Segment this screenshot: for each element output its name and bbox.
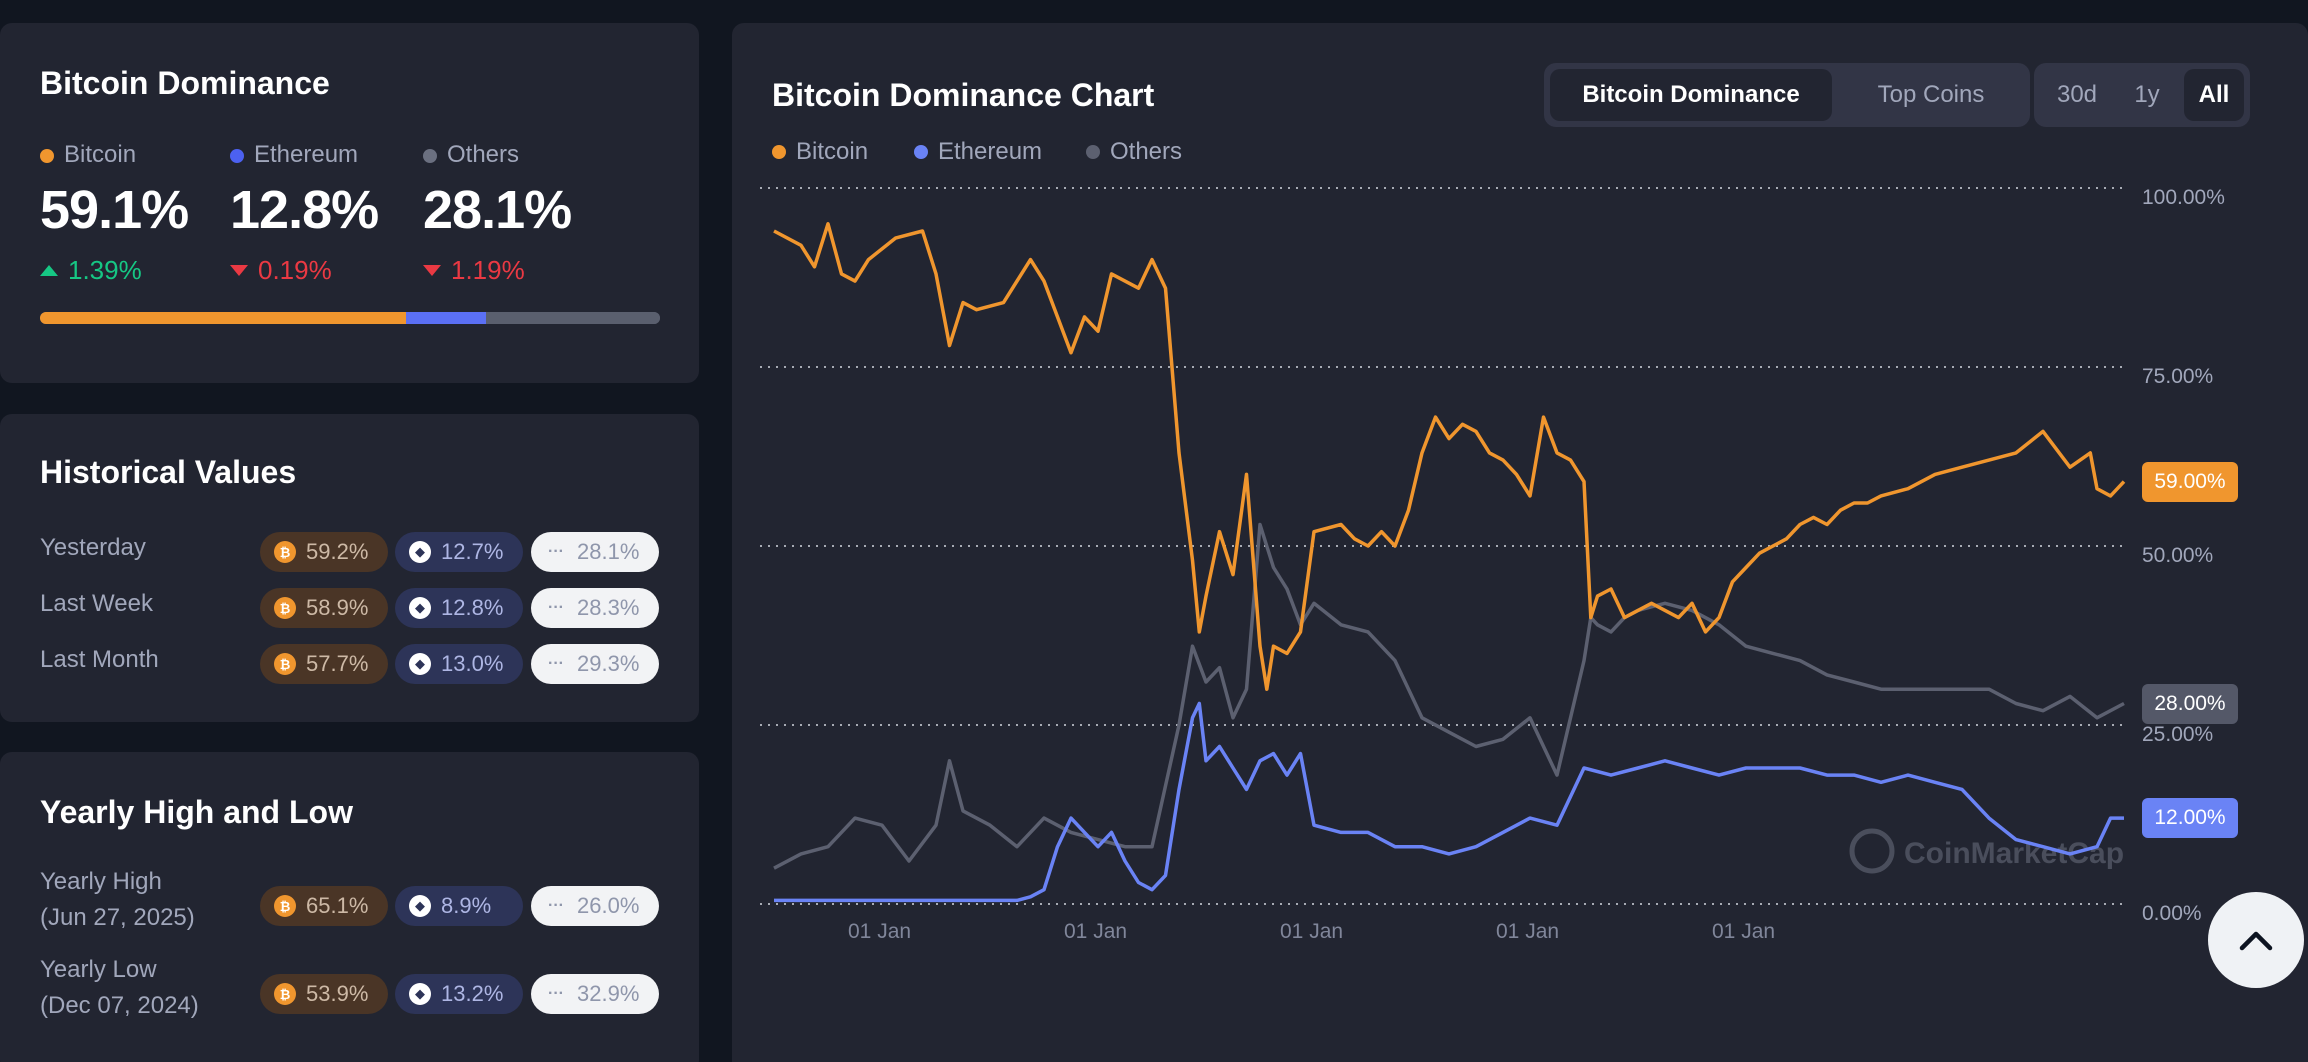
- others-pill: ··· 26.0%: [531, 886, 659, 926]
- series-line-others[interactable]: [773, 522, 2125, 870]
- tab-bitcoin-dominance[interactable]: Bitcoin Dominance: [1550, 69, 1832, 121]
- eth-pill: ◆ 12.7%: [395, 532, 523, 572]
- others-change: 1.19%: [451, 255, 525, 285]
- yearly-row-label: Yearly Low (Dec 07, 2024): [40, 956, 199, 1019]
- watermark-text: CoinMarketCap: [1904, 837, 2124, 870]
- ethereum-dot: [914, 145, 928, 159]
- btc-pill: ₿ 59.2%: [260, 532, 388, 572]
- chart-type-tabs: Bitcoin Dominance Top Coins: [1544, 63, 2030, 127]
- btc-pill: ₿ 57.7%: [260, 644, 388, 684]
- bitcoin-dot: [40, 148, 54, 163]
- range-1y[interactable]: 1y: [2134, 81, 2160, 108]
- legend-ethereum[interactable]: Ethereum: [914, 138, 1042, 166]
- bitcoin-icon: ₿: [274, 597, 296, 619]
- x-tick-label: 01 Jan: [1496, 920, 1560, 943]
- scroll-to-top-button[interactable]: [2208, 892, 2304, 988]
- ethereum-label: Ethereum: [254, 141, 359, 168]
- legend-bitcoin[interactable]: Bitcoin: [772, 138, 868, 166]
- others-dot: [423, 148, 437, 163]
- range-all[interactable]: All: [2184, 69, 2244, 121]
- ethereum-dot: [230, 148, 244, 163]
- x-tick-label: 01 Jan: [1064, 920, 1128, 943]
- bitcoin-icon: ₿: [274, 983, 296, 1005]
- others-pill: ··· 28.1%: [531, 532, 659, 572]
- bitcoin-icon: ₿: [274, 895, 296, 917]
- ethereum-icon: ◆: [409, 653, 431, 675]
- bitcoin-label: Bitcoin: [64, 141, 137, 168]
- others-value: 28.1%: [423, 180, 572, 240]
- more-icon: ···: [548, 985, 564, 1002]
- series-line-ethereum[interactable]: [774, 701, 2124, 903]
- dominance-bar-others: [485, 312, 660, 324]
- last-value-tag-bitcoin: 59.00%: [2142, 461, 2238, 502]
- range-selector: 30d 1y All: [2034, 63, 2250, 127]
- dominance-chart-card: Bitcoin Dominance Chart Bitcoin Dominanc…: [732, 23, 2308, 1062]
- summary-item-ethereum: Ethereum 12.8% 0.19%: [230, 141, 379, 286]
- last-value-tag-ethereum: 12.00%: [2142, 798, 2238, 839]
- arrow-down-icon: [423, 265, 441, 276]
- bitcoin-icon: ₿: [274, 541, 296, 563]
- more-icon: ···: [548, 655, 564, 672]
- series-line-bitcoin[interactable]: [773, 222, 2126, 691]
- more-icon: ···: [548, 599, 564, 616]
- eth-pill: ◆ 13.2%: [395, 974, 523, 1014]
- bitcoin-dot: [772, 145, 786, 159]
- y-tick-label: 25.00%: [2142, 723, 2214, 746]
- ethereum-icon: ◆: [409, 983, 431, 1005]
- eth-pill: ◆ 8.9%: [395, 886, 523, 926]
- ethereum-value: 12.8%: [230, 180, 379, 240]
- others-pill: ··· 28.3%: [531, 588, 659, 628]
- others-label: Others: [447, 141, 520, 168]
- yearly-high-low-card: Yearly High and Low Yearly High (Jun 27, …: [0, 752, 699, 1062]
- dominance-bar-ethereum: [406, 312, 486, 324]
- summary-item-bitcoin: Bitcoin 59.1% 1.39%: [40, 141, 189, 286]
- coinmarketcap-logo-icon: [1849, 828, 1895, 874]
- dominance-line-chart[interactable]: CoinMarketCap: [732, 23, 2308, 1062]
- bitcoin-icon: ₿: [274, 653, 296, 675]
- y-tick-label: 0.00%: [2142, 902, 2202, 925]
- others-dot: [1086, 145, 1100, 159]
- others-pill: ··· 29.3%: [531, 644, 659, 684]
- dominance-bar-bitcoin: [40, 312, 407, 324]
- more-icon: ···: [548, 897, 564, 914]
- ethereum-icon: ◆: [409, 895, 431, 917]
- yearly-title: Yearly High and Low: [40, 794, 353, 830]
- historical-title: Historical Values: [40, 454, 297, 490]
- others-pill: ··· 32.9%: [531, 974, 659, 1014]
- btc-pill: ₿ 65.1%: [260, 886, 388, 926]
- arrow-up-icon: [40, 265, 58, 276]
- legend-others[interactable]: Others: [1086, 138, 1182, 166]
- range-30d[interactable]: 30d: [2056, 81, 2098, 108]
- y-tick-label: 100.00%: [2142, 186, 2225, 209]
- summary-title: Bitcoin Dominance: [40, 65, 330, 101]
- eth-pill: ◆ 12.8%: [395, 588, 523, 628]
- historical-values-card: Historical Values Yesterday ₿ 59.2% ◆ 12.7…: [0, 414, 699, 722]
- bitcoin-change: 1.39%: [68, 255, 142, 285]
- historical-row-label: Last Week: [40, 590, 153, 617]
- x-tick-label: 01 Jan: [1712, 920, 1776, 943]
- bitcoin-value: 59.1%: [40, 180, 189, 240]
- btc-pill: ₿ 53.9%: [260, 974, 388, 1014]
- historical-row-label: Last Month: [40, 646, 159, 673]
- arrow-down-icon: [230, 265, 248, 276]
- last-value-tag-others: 28.00%: [2142, 683, 2238, 724]
- y-tick-label: 50.00%: [2142, 544, 2214, 567]
- y-tick-label: 75.00%: [2142, 365, 2214, 388]
- x-tick-label: 01 Jan: [848, 920, 912, 943]
- historical-row-label: Yesterday: [40, 534, 146, 561]
- summary-item-others: Others 28.1% 1.19%: [423, 141, 572, 286]
- dominance-bar: [40, 312, 660, 324]
- yearly-row-label: Yearly High (Jun 27, 2025): [40, 868, 195, 931]
- x-tick-label: 01 Jan: [1280, 920, 1344, 943]
- ethereum-icon: ◆: [409, 597, 431, 619]
- ethereum-icon: ◆: [409, 541, 431, 563]
- chart-title: Bitcoin Dominance Chart: [772, 77, 1155, 113]
- more-icon: ···: [548, 543, 564, 560]
- ethereum-change: 0.19%: [258, 255, 332, 285]
- eth-pill: ◆ 13.0%: [395, 644, 523, 684]
- btc-pill: ₿ 58.9%: [260, 588, 388, 628]
- dominance-summary-card: Bitcoin Dominance Bitcoin 59.1% 1.39% Et…: [0, 23, 699, 383]
- chevron-up-icon: [2239, 931, 2273, 951]
- tab-top-coins[interactable]: Top Coins: [1877, 81, 1985, 108]
